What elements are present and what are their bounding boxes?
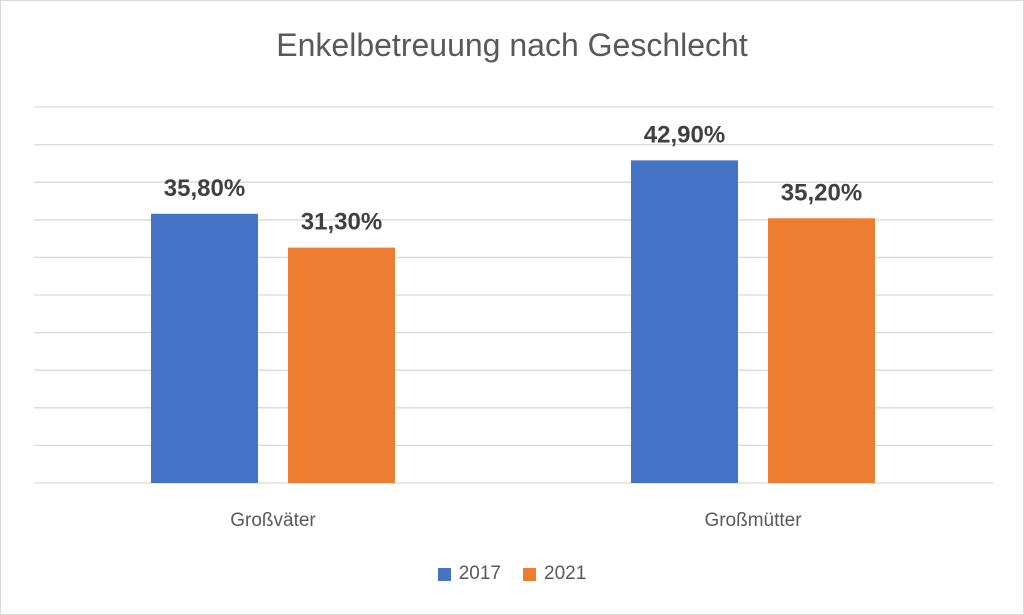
legend-label-2017: 2017 — [458, 563, 501, 584]
chart-legend: 2017 2021 — [1, 563, 1023, 585]
bar-2017-0 — [151, 213, 258, 483]
bar-2017-1 — [631, 160, 738, 483]
data-label-2021-1: 35,20% — [781, 179, 862, 206]
chart-title: Enkelbetreuung nach Geschlecht — [276, 27, 748, 63]
data-label-2017-1: 42,90% — [644, 121, 725, 148]
bar-2021-1 — [768, 218, 875, 483]
category-label-1: Großmütter — [704, 510, 802, 531]
legend-swatch-2017 — [437, 567, 451, 581]
legend-item-2021: 2021 — [523, 563, 586, 585]
bar-2021-0 — [288, 247, 395, 483]
legend-label-2021: 2021 — [544, 563, 587, 584]
data-label-2017-0: 35,80% — [164, 175, 245, 202]
legend-swatch-2021 — [523, 567, 536, 581]
category-label-0: Großväter — [230, 510, 316, 531]
legend-item-2017: 2017 — [437, 563, 501, 585]
data-label-2021-0: 31,30% — [301, 209, 382, 236]
